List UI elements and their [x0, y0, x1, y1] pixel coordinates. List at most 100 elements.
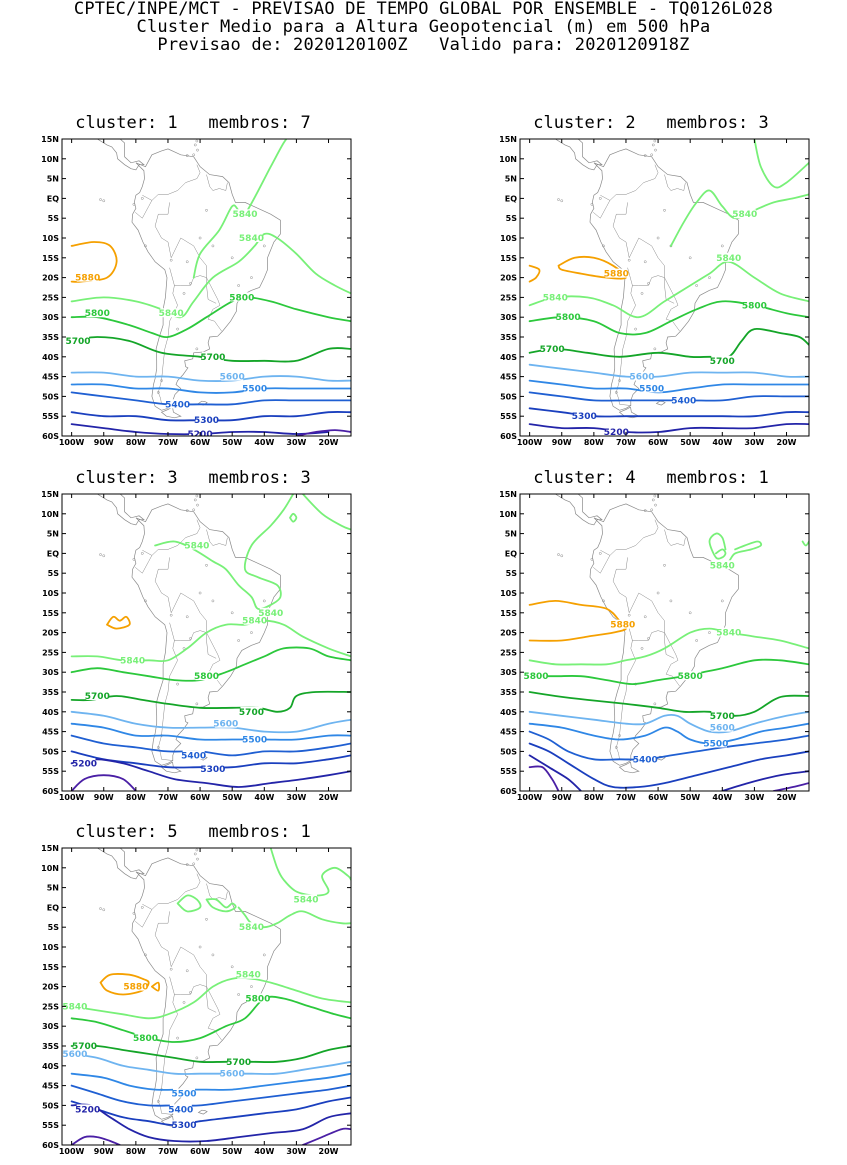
lon-tick-label: 90W	[94, 1147, 114, 1156]
lon-tick-label: 80W	[126, 793, 146, 802]
contour-label: 5800	[678, 672, 703, 682]
lat-tick-label: 15N	[41, 845, 59, 853]
lon-tick-label: 60W	[190, 793, 210, 802]
lat-tick-label: 40S	[500, 353, 517, 362]
lon-tick-label: 40W	[254, 793, 274, 802]
lon-tick-label: 80W	[126, 1147, 146, 1156]
contour-label: 5840	[120, 656, 145, 666]
lat-tick-label: 20S	[500, 629, 517, 638]
lat-tick-label: 10S	[500, 589, 517, 598]
lon-tick-label: 30W	[744, 793, 764, 802]
lat-tick-label: 35S	[500, 688, 517, 697]
contour-label: 5600	[629, 373, 654, 383]
lat-tick-label: 50S	[500, 747, 517, 756]
lat-tick-label: 40S	[42, 1062, 59, 1071]
contour-label: 5700	[85, 692, 110, 702]
lon-tick-label: 50W	[680, 438, 700, 447]
contour-label: 5500	[639, 384, 664, 394]
lat-tick-label: 15S	[500, 254, 517, 263]
contour-label: 5800	[229, 293, 254, 303]
lon-tick-label: 100W	[517, 793, 543, 802]
lat-tick-label: EQ	[47, 549, 59, 558]
lat-tick-label: 20S	[42, 629, 59, 638]
contour-label: 5200	[604, 428, 629, 438]
contour-label: 5400	[165, 400, 190, 410]
lon-tick-label: 20W	[319, 793, 339, 802]
lat-tick-label: 5S	[48, 923, 60, 932]
lon-tick-label: 40W	[254, 1147, 274, 1156]
lat-tick-label: 25S	[500, 293, 517, 302]
lat-tick-label: 60S	[42, 1141, 59, 1150]
contour-label: 5600	[213, 720, 238, 730]
lat-tick-label: 30S	[500, 668, 517, 677]
contour-label: 5840	[732, 210, 757, 220]
lat-tick-label: 20S	[42, 274, 59, 283]
contour-label: 5400	[671, 396, 696, 406]
lat-tick-label: 45S	[500, 728, 517, 737]
contour-label: 5840	[62, 1002, 87, 1012]
lat-tick-label: 15N	[499, 491, 517, 499]
lon-tick-label: 30W	[744, 438, 764, 447]
lat-tick-label: 5N	[47, 175, 59, 184]
lat-tick-label: 55S	[42, 412, 59, 421]
lat-tick-label: 5S	[506, 214, 518, 223]
lat-tick-label: 20S	[42, 983, 59, 992]
contour-label: 5840	[184, 541, 209, 551]
lat-tick-label: 10N	[499, 155, 517, 164]
contour-label: 5800	[194, 672, 219, 682]
lat-tick-label: 35S	[42, 333, 59, 342]
lat-tick-label: 10N	[41, 864, 59, 873]
lat-tick-label: 45S	[42, 373, 59, 382]
lat-tick-label: 10N	[41, 510, 59, 519]
contour-label: 5700	[239, 708, 264, 718]
lat-tick-label: 30S	[42, 1022, 59, 1031]
lon-tick-label: 50W	[222, 1147, 242, 1156]
lat-tick-label: 5N	[505, 175, 517, 184]
contour-label: 5600	[710, 724, 735, 734]
lat-tick-label: 35S	[500, 333, 517, 342]
lat-tick-label: 50S	[42, 1101, 59, 1110]
lat-tick-label: 20S	[500, 274, 517, 283]
lat-tick-label: 40S	[42, 708, 59, 717]
lat-tick-label: 45S	[42, 1082, 59, 1091]
header-dates-line: Previsao de: 2020120100Z Valido para: 20…	[0, 36, 847, 54]
lon-tick-label: 50W	[222, 438, 242, 447]
lon-tick-label: 90W	[94, 793, 114, 802]
contour-label: 5700	[226, 1058, 251, 1068]
contour-label: 5700	[710, 357, 735, 367]
lon-tick-label: 100W	[59, 793, 85, 802]
contour-label: 5400	[168, 1105, 193, 1115]
contour-label: 5600	[220, 373, 245, 383]
contour-label: 5700	[710, 712, 735, 722]
lon-tick-label: 60W	[648, 793, 668, 802]
lat-tick-label: 15S	[42, 609, 59, 618]
contour-label: 5880	[604, 270, 629, 280]
map-area: 5840584058405840580057005700560055005400…	[62, 491, 351, 791]
lat-tick-label: EQ	[505, 194, 517, 203]
lat-tick-label: 10S	[42, 943, 59, 952]
lat-tick-label: 10S	[42, 589, 59, 598]
header-title-line: CPTEC/INPE/MCT - PREVISAO DE TEMPO GLOBA…	[0, 0, 847, 18]
lat-tick-label: 40S	[500, 708, 517, 717]
contour-label: 5840	[716, 629, 741, 639]
lon-tick-label: 40W	[712, 438, 732, 447]
map-area: 5880584058405840580058005700570056005500…	[62, 136, 351, 440]
contour-map: 5880584058405840584058005800570057005600…	[28, 845, 358, 1165]
lon-tick-label: 30W	[286, 438, 306, 447]
lon-tick-label: 90W	[552, 438, 572, 447]
contour-label: 5880	[610, 621, 635, 631]
contour-label: 5840	[543, 293, 568, 303]
lat-tick-label: 15N	[41, 491, 59, 499]
lat-tick-label: 15S	[500, 609, 517, 618]
lat-tick-label: 5S	[48, 569, 60, 578]
lat-tick-label: 55S	[500, 767, 517, 776]
lat-tick-label: 30S	[500, 313, 517, 322]
contour-label: 5800	[133, 1034, 158, 1044]
lon-tick-label: 70W	[616, 793, 636, 802]
contour-label: 5700	[200, 353, 225, 363]
lon-tick-label: 20W	[777, 793, 797, 802]
